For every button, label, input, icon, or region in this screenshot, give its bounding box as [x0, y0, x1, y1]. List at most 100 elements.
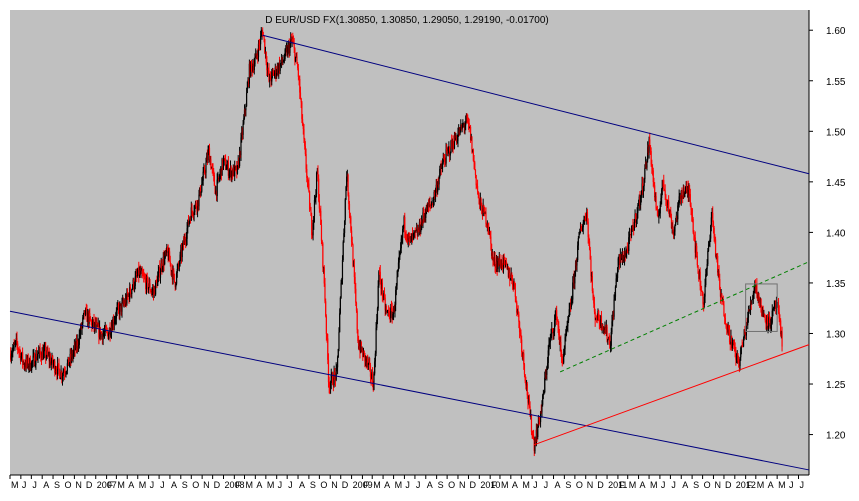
- candle-body: [68, 362, 71, 366]
- candle-body: [644, 161, 647, 169]
- candle-body: [253, 64, 255, 71]
- candle-body: [32, 355, 34, 361]
- candle-up: [553, 314, 556, 337]
- x-tick-label: D: [725, 480, 732, 490]
- candle-up: [260, 27, 262, 37]
- candle-body: [320, 224, 323, 241]
- trend-line-1: [262, 34, 810, 175]
- candle-body: [681, 190, 683, 196]
- candle-body: [519, 332, 521, 334]
- candle-up: [614, 291, 616, 301]
- candle-down: [440, 160, 442, 176]
- candle-up: [341, 277, 343, 285]
- candle-body: [479, 198, 481, 205]
- candle-down: [436, 178, 438, 198]
- candle-body: [100, 332, 102, 338]
- candle-body: [476, 185, 478, 187]
- x-tick-label: D: [214, 480, 221, 490]
- candle-body: [441, 167, 443, 169]
- candle-down: [518, 311, 520, 329]
- candle-body: [315, 172, 318, 195]
- candle-down: [723, 301, 725, 317]
- candle-down: [61, 370, 63, 384]
- candle-body: [577, 238, 579, 246]
- candle-up: [572, 273, 575, 289]
- candle-body: [602, 327, 605, 330]
- candle-body: [547, 350, 549, 363]
- candle-body: [521, 352, 523, 355]
- candle-body: [736, 353, 738, 359]
- candle-down: [639, 191, 641, 209]
- candle-up: [63, 368, 65, 373]
- candle-down: [605, 324, 607, 334]
- candle-body: [442, 158, 444, 163]
- candle-up: [398, 250, 400, 269]
- candle-down: [169, 255, 171, 267]
- candle-down: [213, 172, 215, 186]
- candle-down: [765, 319, 767, 330]
- candle-body: [675, 215, 677, 222]
- candle-down: [178, 260, 180, 270]
- candle-body: [472, 149, 474, 153]
- candle-body: [75, 340, 78, 349]
- candle-up: [72, 349, 74, 363]
- right-axis-area: [809, 10, 859, 475]
- candle-body: [332, 374, 334, 385]
- candle-down: [388, 307, 390, 320]
- x-tick-label: J: [150, 480, 155, 490]
- candle-body: [686, 187, 689, 192]
- candle-body: [439, 167, 442, 169]
- candle-body: [780, 320, 782, 335]
- candle-up: [117, 300, 119, 310]
- candle-up: [500, 259, 502, 271]
- candle-up: [418, 219, 421, 236]
- candle-up: [129, 282, 131, 302]
- candle-body: [10, 355, 12, 360]
- candle-up: [66, 359, 68, 375]
- candle-down: [89, 316, 92, 321]
- candle-up: [98, 320, 101, 340]
- candle-body: [683, 189, 685, 197]
- candle-down: [463, 122, 465, 134]
- candle-body: [48, 354, 50, 362]
- candle-down: [622, 250, 624, 263]
- x-tick-label: A: [299, 480, 305, 490]
- candle-up: [336, 355, 339, 375]
- candle-body: [129, 286, 131, 293]
- candle-down: [318, 194, 320, 213]
- candle-up: [241, 126, 243, 143]
- candle-down: [310, 206, 312, 217]
- candle-up: [255, 48, 257, 59]
- y-tick-label: 1.25: [826, 380, 846, 391]
- candle-down: [19, 346, 21, 358]
- candle-down: [476, 183, 478, 189]
- candle-up: [261, 29, 263, 40]
- candle-up: [460, 119, 462, 133]
- candle-up: [742, 336, 745, 348]
- candle-down: [391, 302, 393, 324]
- candle-body: [255, 53, 257, 59]
- candle-body: [66, 370, 68, 373]
- candle-body: [509, 272, 511, 280]
- candle-body: [657, 215, 659, 217]
- candle-up: [294, 56, 297, 63]
- candle-body: [602, 325, 604, 330]
- candle-up: [640, 194, 642, 211]
- candle-body: [651, 167, 654, 171]
- candle-body: [222, 159, 224, 168]
- candle-up: [383, 290, 385, 301]
- candle-up: [295, 52, 297, 58]
- candle-body: [315, 194, 317, 198]
- candle-body: [524, 374, 526, 381]
- candle-body: [169, 261, 171, 264]
- candle-body: [715, 255, 717, 257]
- candle-body: [255, 53, 257, 56]
- candle-body: [482, 205, 484, 217]
- candle-body: [273, 72, 276, 76]
- candle-body: [548, 343, 550, 351]
- candle-down: [58, 358, 60, 376]
- candle-down: [531, 430, 533, 439]
- candle-up: [619, 248, 621, 268]
- x-tick-label: M: [267, 480, 275, 490]
